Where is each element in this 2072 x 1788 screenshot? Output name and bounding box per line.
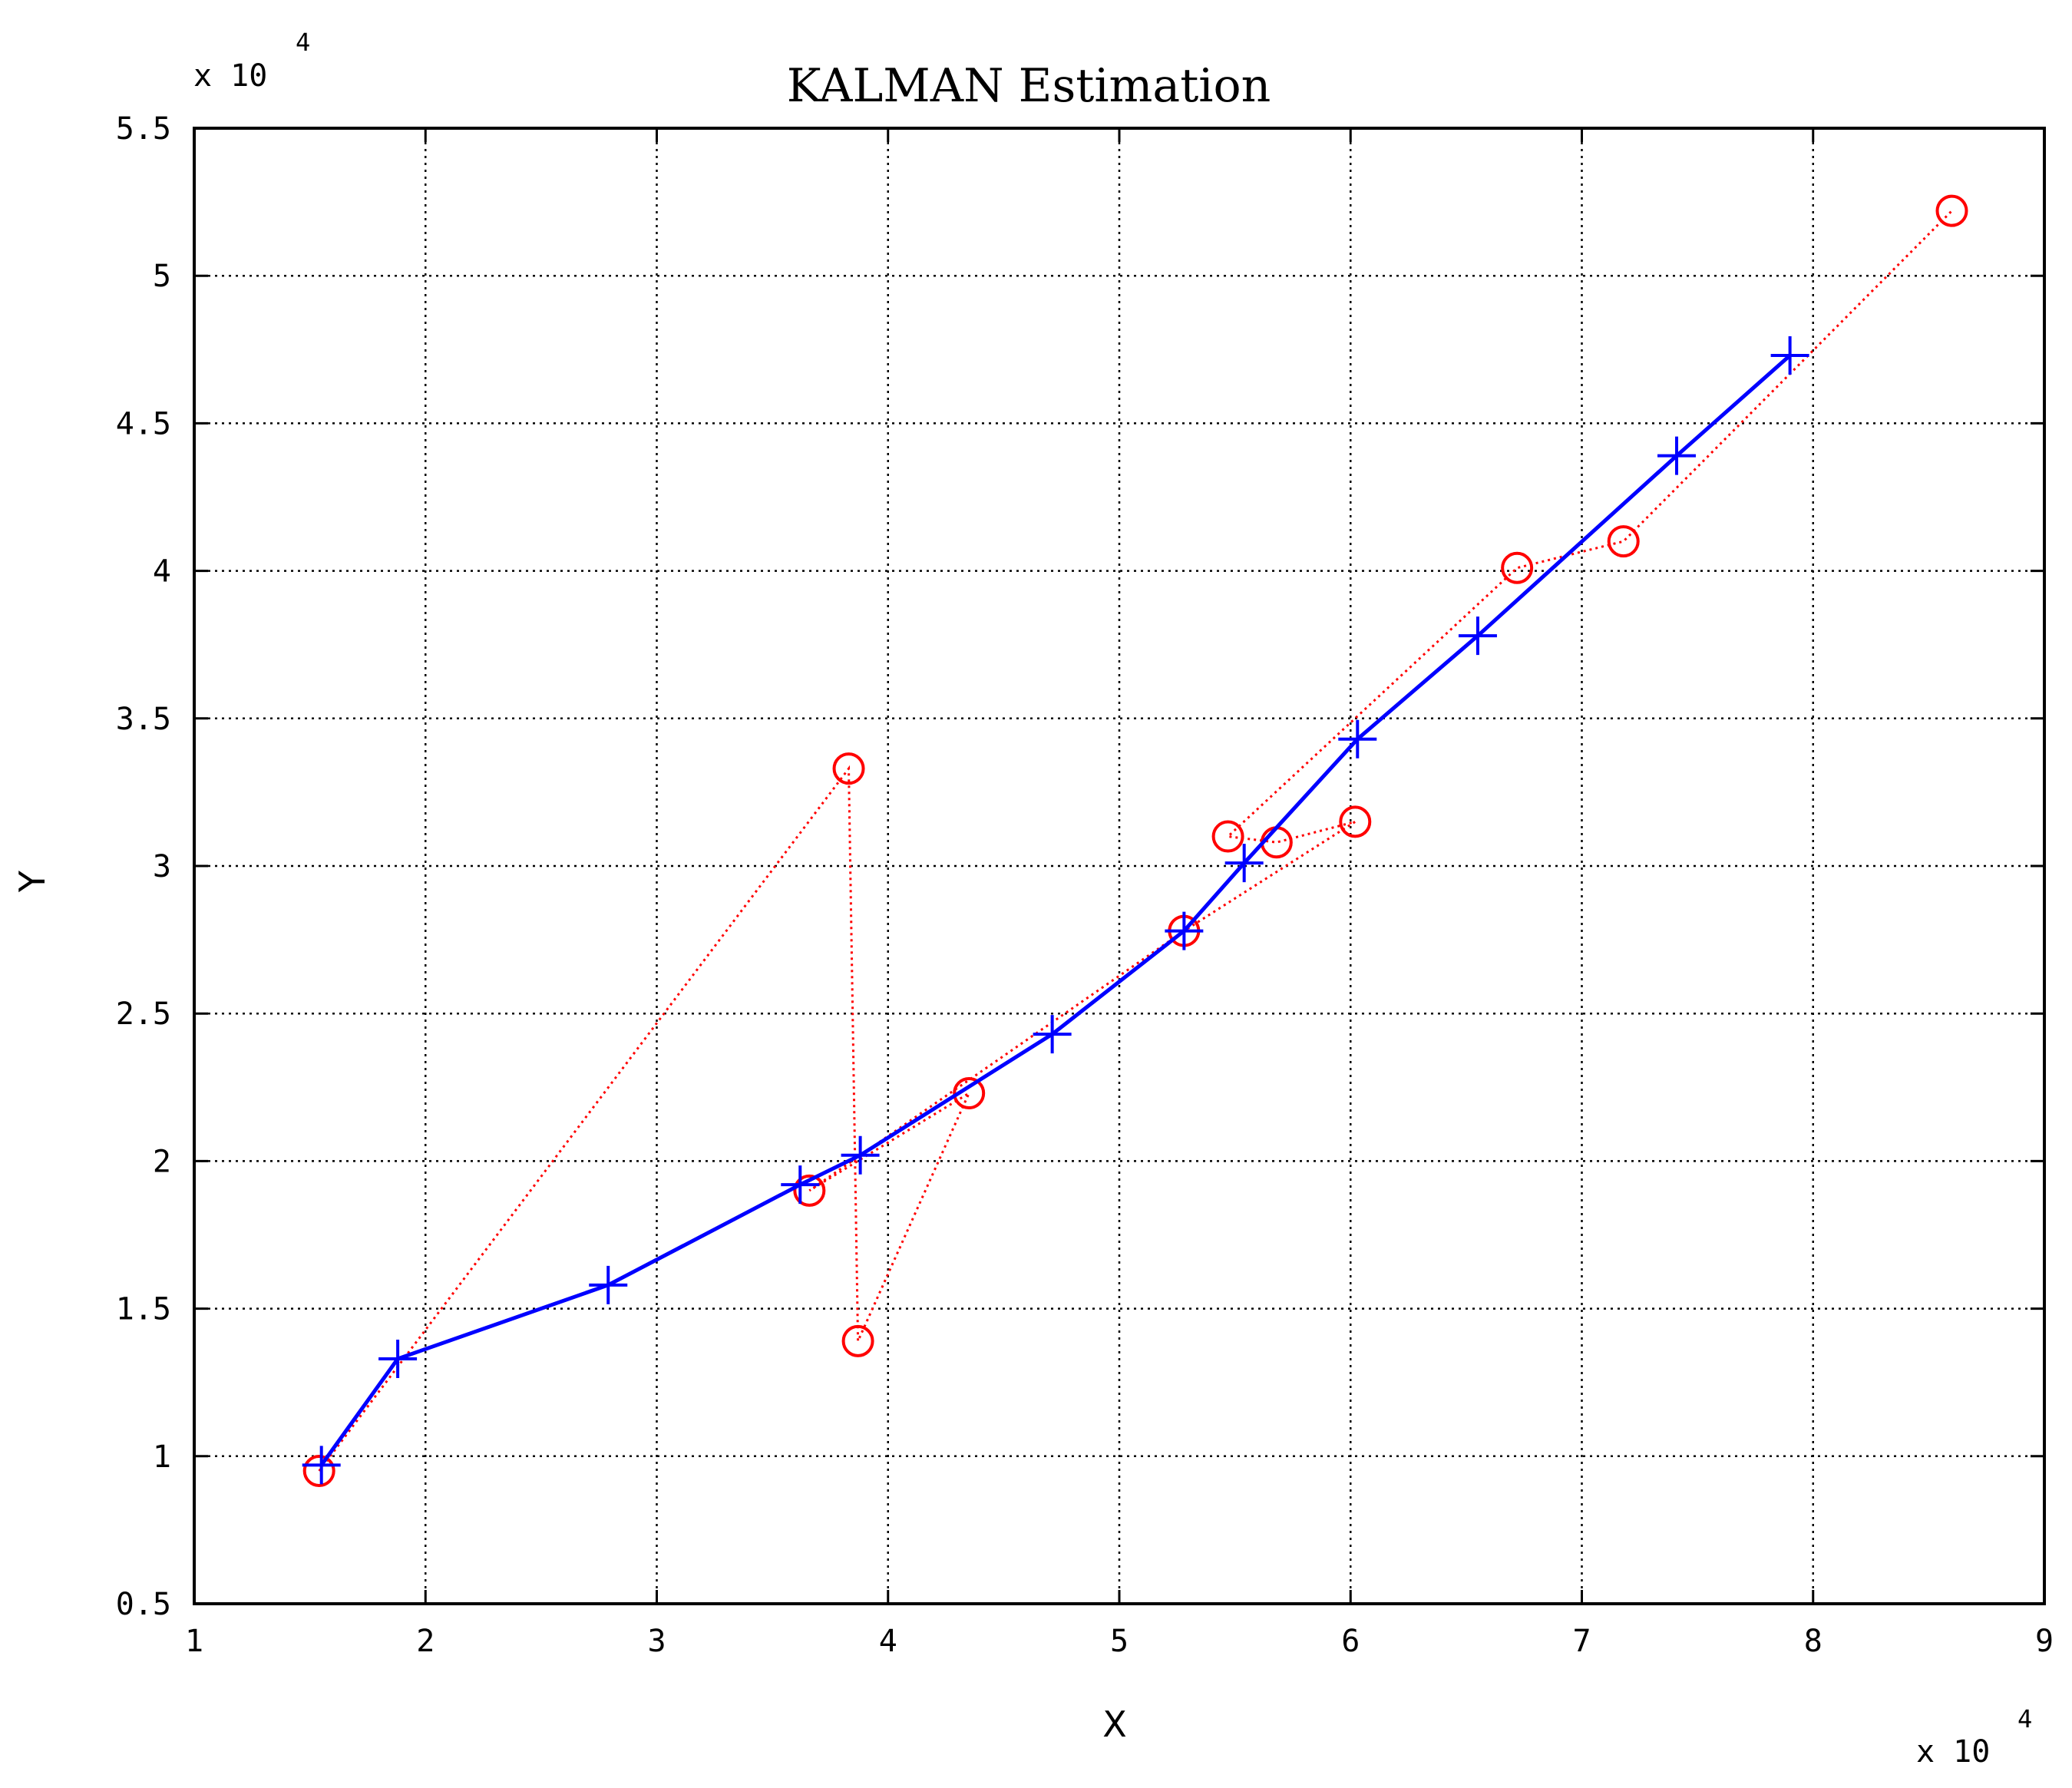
y-tick-label: 3.5 [116,702,171,737]
data-point-plus [781,1165,820,1205]
series-line [319,354,1792,1466]
y-tick-label: 5 [153,259,171,294]
data-point-circle [953,1076,986,1109]
data-point-plus [1165,911,1204,950]
y-tick-label: 2.5 [116,996,171,1032]
data-point-circle [1260,826,1293,859]
data-point-plus [1224,844,1264,883]
data-point-plus [378,1339,418,1378]
data-point-circle [1339,805,1372,838]
x-tick-label: 1 [185,1624,203,1659]
y-axis-multiplier: x 10 [193,58,267,94]
data-point-circle [1501,551,1534,584]
x-axis-multiplier: x 10 [1916,1734,1990,1770]
data-point-circle [1607,525,1640,558]
data-point-plus [841,1135,880,1175]
x-tick-label: 3 [647,1624,666,1659]
data-point-circle [832,752,865,785]
data-point-plus [1770,335,1809,375]
x-tick-label: 5 [1110,1624,1129,1659]
y-tick-label: 1.5 [116,1292,171,1327]
y-tick-label: 4 [153,554,171,590]
x-axis-label: X [1102,1704,1127,1745]
y-tick-label: 2 [153,1144,171,1179]
x-axis-multiplier-exponent: 4 [2017,1704,2032,1733]
series-kalman-estimate [302,335,1809,1485]
x-tick-label: 4 [879,1624,897,1659]
data-point-circle [1211,820,1244,853]
series [302,194,1968,1488]
data-point-plus [1033,1015,1072,1054]
data-point-circle [841,1324,874,1357]
data-point-plus [1338,719,1377,758]
y-axis-multiplier-exponent: 4 [296,28,310,57]
x-tick-label: 6 [1341,1624,1360,1659]
y-tick-label: 4.5 [116,406,171,441]
y-tick-label: 1 [153,1439,171,1475]
data-point-plus [1657,436,1697,475]
x-tick-label: 2 [416,1624,435,1659]
series-measurement [302,194,1968,1488]
x-tick-label: 7 [1572,1624,1591,1659]
data-point-plus [1458,616,1497,656]
y-tick-label: 0.5 [116,1587,171,1622]
data-point-circle [302,1455,335,1488]
data-point-circle [1935,194,1968,227]
data-point-circle [793,1174,826,1207]
data-point-plus [589,1265,628,1304]
grid [194,128,2044,1604]
x-tick-label: 9 [2035,1624,2054,1659]
y-tick-label: 5.5 [116,111,171,147]
chart-title: KALMAN Estimation [787,59,1271,113]
x-tick-label: 8 [1804,1624,1823,1659]
y-tick-label: 3 [153,849,171,884]
y-axis-label: Y [12,870,53,893]
series-line [318,210,1953,1472]
data-point-plus [302,1446,341,1485]
ticks: 1 2 3 4 5 6 7 8 9 0.5 1 1.5 2 2.5 3 3.5 4 4.5 5 5.5 [116,111,2054,1659]
